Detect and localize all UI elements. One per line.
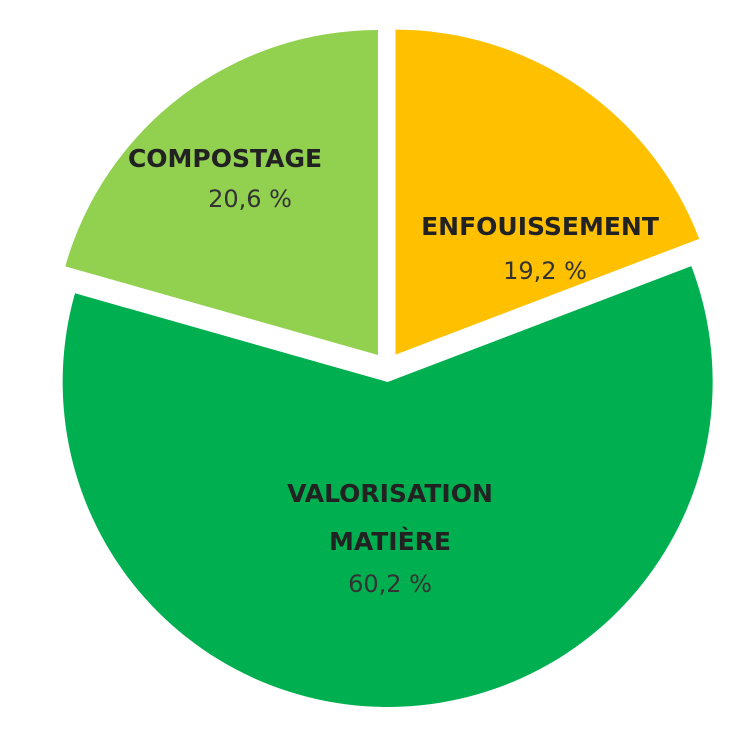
pie-slice (65, 30, 378, 356)
pie-slice (62, 266, 713, 707)
value-label: 20,6 % (208, 185, 292, 213)
value-label: 60,2 % (348, 570, 432, 598)
pie-slice (395, 29, 700, 355)
slice-label: ENFOUISSEMENT (421, 212, 659, 241)
value-label: 19,2 % (503, 257, 587, 285)
slice-label: VALORISATION MATIÈRE (287, 479, 493, 556)
slice-label: COMPOSTAGE (128, 144, 322, 173)
